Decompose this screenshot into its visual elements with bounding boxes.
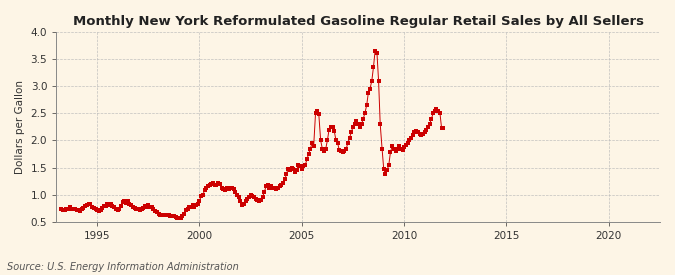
Y-axis label: Dollars per Gallon: Dollars per Gallon <box>15 80 25 174</box>
Title: Monthly New York Reformulated Gasoline Regular Retail Sales by All Sellers: Monthly New York Reformulated Gasoline R… <box>73 15 643 28</box>
Text: Source: U.S. Energy Information Administration: Source: U.S. Energy Information Administ… <box>7 262 238 272</box>
